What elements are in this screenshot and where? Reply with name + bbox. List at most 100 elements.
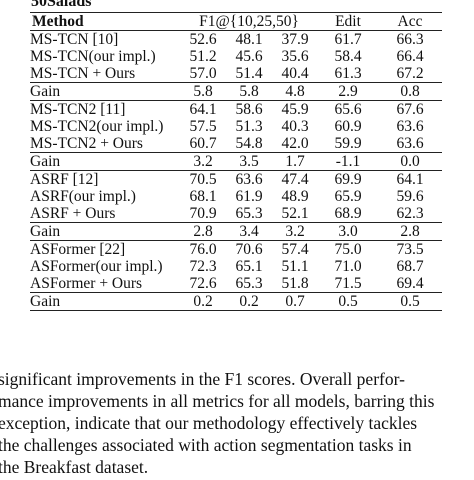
header-acc: Acc [397, 13, 423, 30]
value-cell-edit: 3.0 [338, 223, 358, 240]
method-cell: ASRF + Ours [30, 205, 116, 222]
table-row: MS-TCN [10] 52.6 48.1 37.9 61.7 66.3 [30, 31, 442, 49]
value-cell-acc: 73.5 [396, 241, 424, 258]
value-cell-f1-10: 60.7 [189, 135, 217, 152]
paragraph-line: exception, indicate that our methodology… [0, 413, 418, 433]
value-cell-acc: 67.6 [396, 101, 424, 118]
value-cell-edit: 59.9 [334, 135, 362, 152]
value-cell-f1-25: 61.9 [235, 188, 263, 205]
value-cell-acc: 63.6 [396, 135, 424, 152]
value-cell-f1-50: 42.0 [281, 135, 309, 152]
value-cell-edit: 61.3 [334, 65, 362, 82]
table-row: ASRF(our impl.) 68.1 61.9 48.9 65.9 59.6 [30, 188, 442, 205]
value-cell-edit: 71.0 [334, 258, 362, 275]
value-cell-edit: 71.5 [334, 275, 362, 292]
table-row: ASFormer + Ours 72.6 65.3 51.8 71.5 69.4 [30, 275, 442, 293]
results-table: Method F1@{10,25,50} Edit Acc MS-TCN [10… [30, 12, 442, 311]
value-cell-f1-50: 3.2 [285, 223, 305, 240]
value-cell-f1-50: 40.4 [281, 65, 309, 82]
value-cell-f1-10: 51.2 [189, 48, 217, 65]
paragraph-line: the challenges associated with action se… [0, 435, 412, 455]
value-cell-f1-25: 65.3 [235, 205, 263, 222]
value-cell-f1-50: 1.7 [285, 153, 305, 170]
value-cell-f1-50: 51.8 [281, 275, 309, 292]
value-cell-acc: 68.7 [396, 258, 424, 275]
value-cell-f1-10: 70.9 [189, 205, 217, 222]
value-cell-edit: 68.9 [334, 205, 362, 222]
value-cell-acc: 0.0 [400, 153, 420, 170]
value-cell-f1-25: 70.6 [235, 241, 263, 258]
table-row: ASFormer(our impl.) 72.3 65.1 51.1 71.0 68.7 [30, 258, 442, 275]
paragraph-line: the Breakfast dataset. [0, 457, 149, 477]
value-cell-f1-50: 0.7 [285, 293, 305, 310]
value-cell-acc: 59.6 [396, 188, 424, 205]
value-cell-f1-25: 3.4 [239, 223, 259, 240]
value-cell-f1-25: 54.8 [235, 135, 263, 152]
value-cell-f1-50: 4.8 [285, 83, 305, 100]
table-row: MS-TCN2(our impl.) 57.5 51.3 40.3 60.9 63.6 [30, 118, 442, 135]
method-cell: MS-TCN + Ours [30, 65, 136, 82]
value-cell-f1-25: 51.4 [235, 65, 263, 82]
value-cell-f1-10: 70.5 [189, 171, 217, 188]
value-cell-edit: 0.5 [338, 293, 358, 310]
value-cell-f1-10: 72.6 [189, 275, 217, 292]
method-cell: ASRF [12] [30, 171, 99, 188]
value-cell-acc: 0.5 [400, 293, 420, 310]
method-cell: MS-TCN [10] [30, 31, 119, 48]
method-cell: MS-TCN2 [11] [30, 101, 126, 118]
value-cell-f1-10: 57.5 [189, 118, 217, 135]
table-row: MS-TCN(our impl.) 51.2 45.6 35.6 58.4 66.4 [30, 48, 442, 65]
paper-paragraph: significant improvements in the F1 score… [0, 368, 474, 478]
value-cell-f1-50: 57.4 [281, 241, 309, 258]
gain-row: Gain 0.2 0.2 0.7 0.5 0.5 [30, 292, 442, 311]
value-cell-edit: 65.6 [334, 101, 362, 118]
value-cell-edit: 60.9 [334, 118, 362, 135]
value-cell-f1-25: 3.5 [239, 153, 259, 170]
value-cell-f1-10: 5.8 [193, 83, 213, 100]
gain-row: Gain 2.8 3.4 3.2 3.0 2.8 [30, 222, 442, 241]
value-cell-edit: 65.9 [334, 188, 362, 205]
value-cell-f1-25: 65.1 [235, 258, 263, 275]
value-cell-edit: 69.9 [334, 171, 362, 188]
method-cell: ASFormer [22] [30, 241, 126, 258]
value-cell-f1-50: 48.9 [281, 188, 309, 205]
value-cell-f1-50: 52.1 [281, 205, 309, 222]
value-cell-edit: 75.0 [334, 241, 362, 258]
method-cell: ASRF(our impl.) [30, 188, 136, 205]
value-cell-f1-25: 0.2 [239, 293, 259, 310]
table-row: ASFormer [22] 76.0 70.6 57.4 75.0 73.5 [30, 241, 442, 259]
paragraph-line: mance improvements in all metrics for al… [0, 391, 435, 411]
value-cell-f1-25: 65.3 [235, 275, 263, 292]
value-cell-edit: 61.7 [334, 31, 362, 48]
method-cell: ASFormer + Ours [30, 275, 143, 292]
value-cell-f1-50: 51.1 [281, 258, 309, 275]
value-cell-f1-25: 63.6 [235, 171, 263, 188]
method-cell: MS-TCN(our impl.) [30, 48, 156, 65]
method-cell: Gain [30, 83, 61, 100]
method-cell: Gain [30, 223, 61, 240]
header-method: Method [32, 13, 84, 30]
table-body: MS-TCN [10] 52.6 48.1 37.9 61.7 66.3 MS-TCN(ou… [30, 31, 442, 311]
value-cell-acc: 0.8 [400, 83, 420, 100]
value-cell-acc: 62.3 [396, 205, 424, 222]
value-cell-f1-10: 76.0 [189, 241, 217, 258]
table-row: MS-TCN2 [11] 64.1 58.6 45.9 65.6 67.6 [30, 101, 442, 119]
method-cell: Gain [30, 293, 61, 310]
value-cell-f1-10: 0.2 [193, 293, 213, 310]
header-f1: F1@{10,25,50} [199, 13, 299, 30]
value-cell-f1-10: 72.3 [189, 258, 217, 275]
method-cell: ASFormer(our impl.) [30, 258, 163, 275]
value-cell-f1-50: 47.4 [281, 171, 309, 188]
value-cell-f1-10: 68.1 [189, 188, 217, 205]
value-cell-f1-50: 40.3 [281, 118, 309, 135]
value-cell-acc: 66.3 [396, 31, 424, 48]
table-header-row: Method F1@{10,25,50} Edit Acc [30, 12, 442, 31]
value-cell-f1-25: 45.6 [235, 48, 263, 65]
value-cell-edit: -1.1 [335, 153, 361, 170]
value-cell-f1-25: 48.1 [235, 31, 263, 48]
value-cell-acc: 2.8 [400, 223, 420, 240]
value-cell-f1-25: 58.6 [235, 101, 263, 118]
dataset-title: 50Salads [31, 0, 92, 10]
table-row: MS-TCN + Ours 57.0 51.4 40.4 61.3 67.2 [30, 65, 442, 83]
value-cell-acc: 66.4 [396, 48, 424, 65]
